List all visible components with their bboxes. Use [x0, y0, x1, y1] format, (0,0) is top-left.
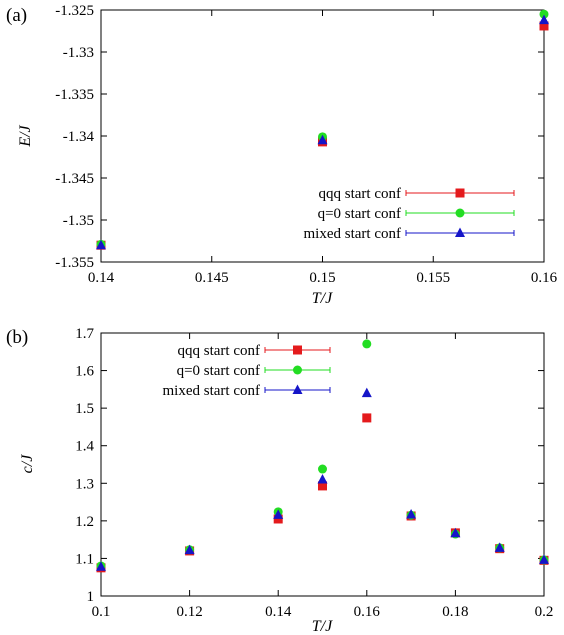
- x-tick-label: 0.14: [88, 270, 115, 286]
- y-tick-label: -1.355: [55, 255, 94, 271]
- x-tick-label: 0.12: [176, 604, 202, 620]
- y-tick-label: -1.34: [63, 129, 95, 145]
- legend-label: mixed start conf: [304, 226, 401, 242]
- y-tick-label: 1.3: [75, 476, 94, 492]
- data-point-circle: [362, 339, 372, 349]
- legend-label: mixed start conf: [163, 383, 260, 399]
- legend-label: qqq start conf: [319, 186, 401, 202]
- data-point-triangle: [361, 387, 372, 398]
- data-point-triangle: [317, 134, 328, 145]
- panel-b-legend: qqq start conf q=0 start conf mixed start …: [163, 343, 331, 399]
- legend-marker-triangle: [292, 384, 303, 394]
- panel-b-ticks: 0.1 0.12 0.14 0.16 0.18 0.2 1 1.1 1.2 1.3 1.4 1.5 1.…: [75, 326, 553, 620]
- x-tick-label: 0.14: [265, 604, 292, 620]
- series-circle: [96, 339, 549, 571]
- legend-label: q=0 start conf: [318, 206, 401, 222]
- data-point-triangle: [494, 542, 505, 552]
- panel-b-data-points: [96, 339, 549, 573]
- y-tick-label: -1.335: [55, 87, 94, 103]
- x-tick-label: 0.15: [309, 270, 335, 286]
- legend-marker-square: [455, 188, 465, 198]
- legend-marker-square: [293, 345, 302, 355]
- x-tick-label: 0.16: [354, 604, 381, 620]
- y-tick-label: -1.35: [63, 213, 94, 229]
- y-tick-label: -1.33: [63, 45, 94, 61]
- y-tick-label: 1.2: [75, 514, 94, 530]
- panel-b-specific-heat-chart: (b) 0.1 0.12 0.14 0.16 0.18 0.2 1 1.1 1.2 1.3 1.4 1…: [6, 326, 553, 635]
- y-tick-label: -1.345: [55, 171, 94, 187]
- legend-marker-circle: [293, 365, 302, 375]
- x-tick-label: 0.2: [535, 604, 554, 620]
- panel-b-y-axis-label: c/J: [19, 454, 36, 474]
- series-square: [96, 413, 549, 573]
- series-triangle: [96, 387, 549, 571]
- panel-b-plot-frame: [100, 332, 545, 597]
- data-point-triangle: [96, 561, 106, 571]
- panel-a-label: (a): [6, 5, 27, 26]
- data-point-triangle: [539, 554, 549, 564]
- data-point-triangle: [450, 527, 461, 538]
- panel-b-x-axis-label: T/J: [312, 618, 333, 635]
- data-point-square: [362, 413, 372, 423]
- y-tick-label: -1.325: [55, 3, 94, 19]
- data-point-triangle: [184, 544, 195, 555]
- x-tick-label: 0.145: [195, 270, 229, 286]
- y-tick-label: 1.7: [75, 326, 94, 342]
- panel-a-x-axis-label: T/J: [312, 290, 333, 307]
- panel-b-label: (b): [6, 327, 28, 348]
- data-point-circle: [539, 9, 549, 19]
- legend-label: qqq start conf: [178, 343, 260, 359]
- panel-a-data-points: [96, 9, 549, 250]
- panel-a-ticks: 0.14 0.145 0.15 0.155 0.16 -1.355 -1.35 -1.345 -…: [55, 3, 557, 286]
- x-tick-label: 0.155: [416, 270, 450, 286]
- y-tick-label: 1.1: [75, 551, 94, 567]
- series-triangle: [96, 14, 549, 250]
- y-tick-label: 1: [87, 589, 95, 605]
- data-point-square: [539, 21, 549, 31]
- y-tick-label: 1.6: [75, 364, 94, 380]
- data-point-circle: [318, 464, 327, 474]
- data-point-triangle: [406, 508, 417, 519]
- data-point-square: [273, 514, 283, 524]
- panel-a-legend: qqq start conf q=0 start conf mixed start …: [304, 186, 515, 242]
- data-point-square: [318, 481, 327, 491]
- legend-label: q=0 start conf: [177, 363, 260, 379]
- y-tick-label: 1.5: [75, 401, 94, 417]
- data-point-triangle: [96, 239, 106, 250]
- data-point-triangle: [539, 14, 549, 25]
- y-tick-label: 1.4: [75, 439, 94, 455]
- panel-a-y-axis-label: E/J: [17, 124, 34, 147]
- legend-marker-circle: [455, 208, 465, 218]
- data-point-triangle: [317, 474, 328, 484]
- x-tick-label: 0.1: [92, 604, 111, 620]
- x-tick-label: 0.16: [531, 270, 558, 286]
- panel-a-energy-chart: (a) 0.14 0.145 0.15 0.155 0.16 -1.355 -1.35 -1.…: [6, 3, 558, 307]
- data-point-triangle: [273, 509, 284, 519]
- x-tick-label: 0.18: [442, 604, 468, 620]
- legend-marker-triangle: [455, 227, 465, 237]
